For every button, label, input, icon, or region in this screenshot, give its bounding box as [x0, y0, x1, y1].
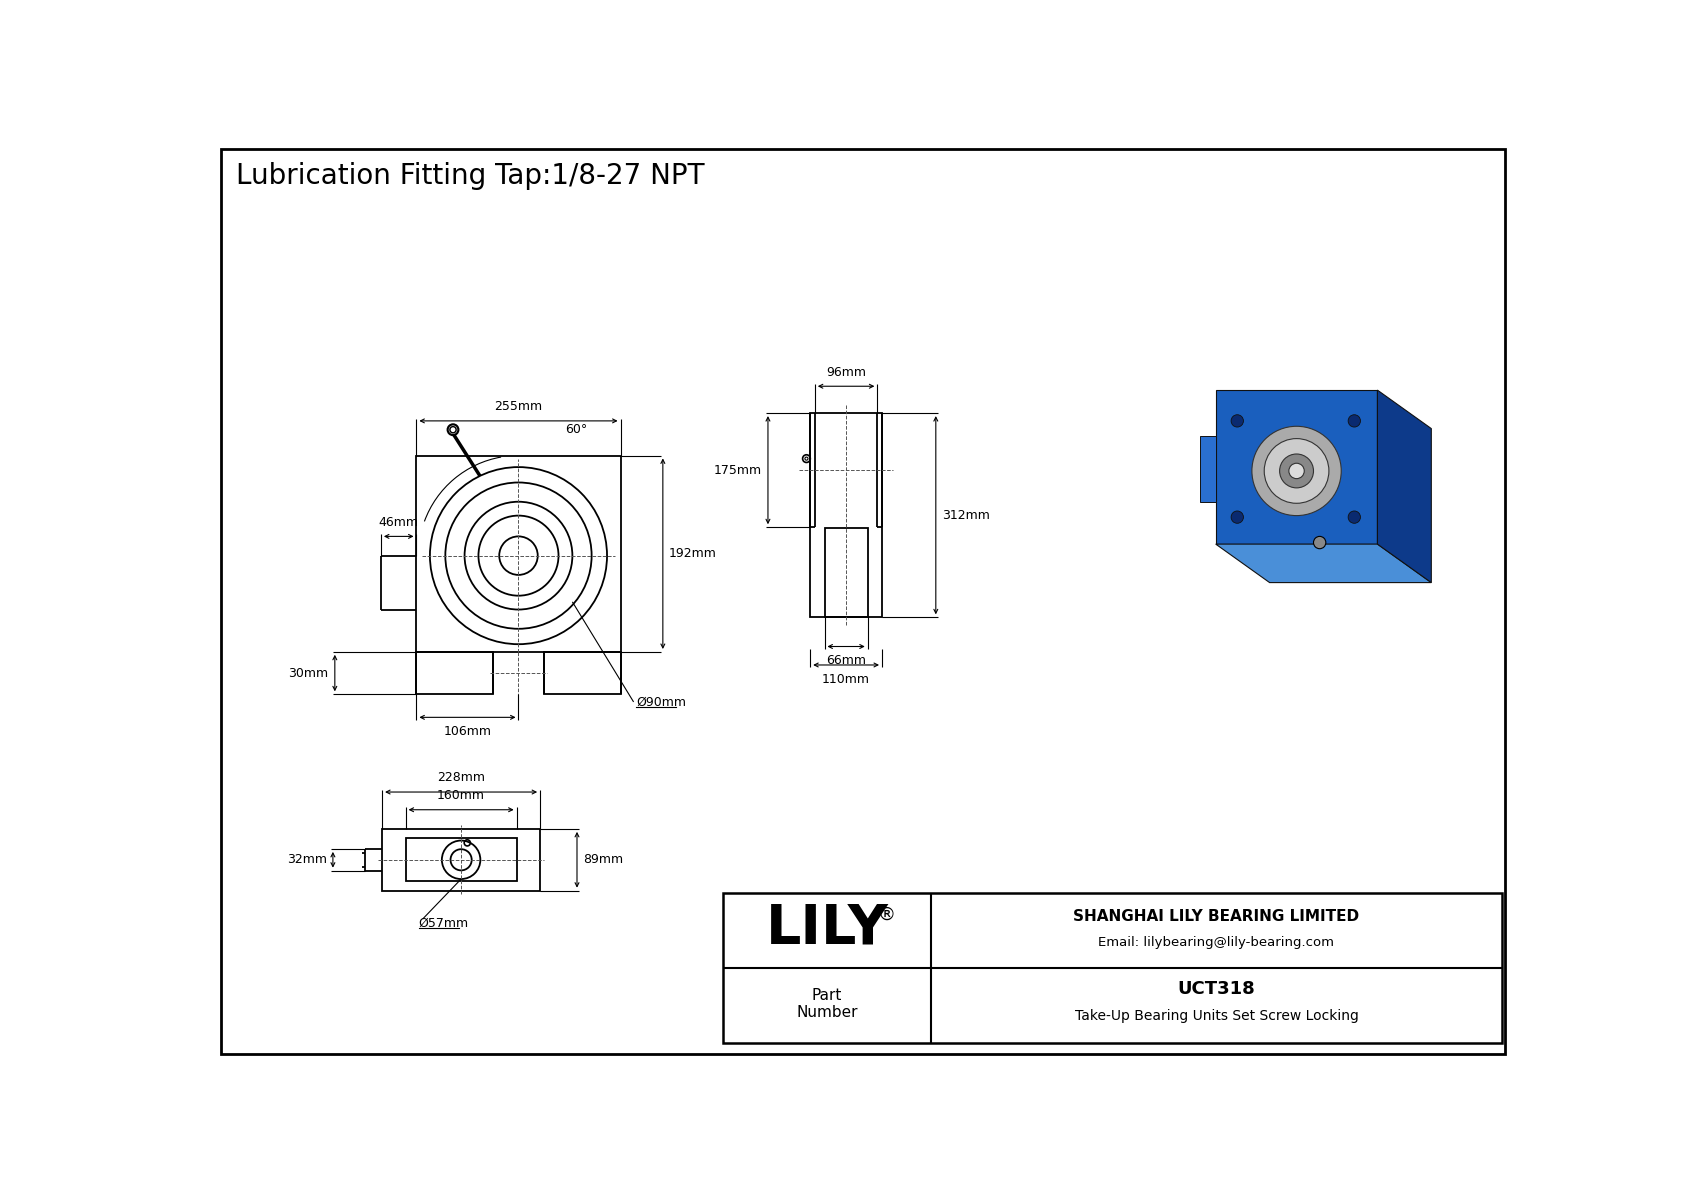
Text: Part
Number: Part Number — [797, 987, 857, 1021]
Text: UCT318: UCT318 — [1177, 980, 1255, 998]
Circle shape — [1265, 438, 1329, 504]
Text: Ø57mm: Ø57mm — [419, 916, 468, 929]
Text: 255mm: 255mm — [495, 400, 542, 413]
Bar — [416, 651, 493, 694]
Text: ®: ® — [877, 906, 896, 924]
Circle shape — [1349, 414, 1361, 428]
Text: LILY: LILY — [766, 902, 887, 956]
Text: 106mm: 106mm — [443, 725, 492, 738]
Circle shape — [1349, 511, 1361, 523]
Bar — [382, 829, 541, 891]
Bar — [825, 528, 867, 617]
Text: 228mm: 228mm — [438, 772, 485, 785]
Circle shape — [1231, 511, 1243, 523]
Circle shape — [1314, 536, 1325, 549]
Polygon shape — [1216, 544, 1431, 582]
Circle shape — [1280, 454, 1314, 488]
Bar — [544, 651, 620, 694]
Polygon shape — [1378, 391, 1431, 582]
Polygon shape — [1201, 436, 1216, 501]
Text: 192mm: 192mm — [669, 547, 717, 560]
Text: 60°: 60° — [566, 423, 588, 436]
Text: 96mm: 96mm — [827, 366, 866, 379]
Text: Ø90mm: Ø90mm — [637, 696, 685, 709]
Text: SHANGHAI LILY BEARING LIMITED: SHANGHAI LILY BEARING LIMITED — [1073, 910, 1359, 924]
Text: 312mm: 312mm — [941, 509, 990, 522]
Text: Email: lilybearing@lily-bearing.com: Email: lilybearing@lily-bearing.com — [1098, 936, 1334, 949]
Bar — [416, 455, 620, 651]
Bar — [406, 838, 517, 881]
Circle shape — [448, 424, 458, 435]
Text: 89mm: 89mm — [583, 853, 623, 866]
Bar — [722, 893, 1502, 1043]
Circle shape — [1251, 426, 1340, 516]
Bar — [810, 413, 882, 617]
Text: 66mm: 66mm — [827, 654, 866, 667]
Text: 160mm: 160mm — [438, 790, 485, 802]
Text: 175mm: 175mm — [714, 463, 761, 476]
Text: Take-Up Bearing Units Set Screw Locking: Take-Up Bearing Units Set Screw Locking — [1074, 1009, 1359, 1023]
Circle shape — [1288, 463, 1305, 479]
Circle shape — [1231, 414, 1243, 428]
Text: 32mm: 32mm — [286, 853, 327, 866]
Circle shape — [450, 426, 456, 432]
Text: 30mm: 30mm — [288, 667, 328, 680]
Polygon shape — [1216, 391, 1378, 544]
Text: 46mm: 46mm — [379, 516, 419, 529]
Text: 110mm: 110mm — [822, 673, 871, 686]
Text: Lubrication Fitting Tap:1/8-27 NPT: Lubrication Fitting Tap:1/8-27 NPT — [236, 162, 706, 191]
